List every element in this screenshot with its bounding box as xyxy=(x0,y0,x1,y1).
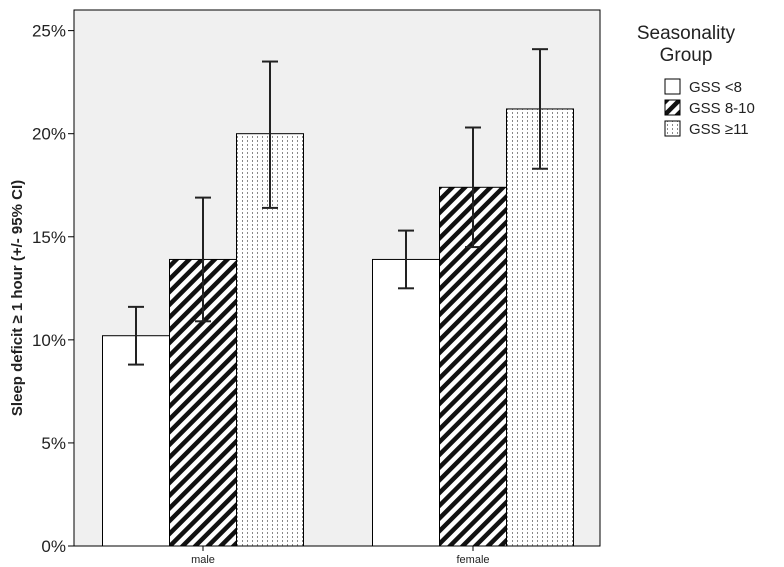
error-bar-female-series-3 xyxy=(532,48,548,170)
legend-swatch xyxy=(664,120,681,137)
x-category-label: female xyxy=(456,554,489,566)
error-bar-male-series-3 xyxy=(262,60,278,209)
y-tick-label: 15% xyxy=(32,228,66,247)
x-category-label: male xyxy=(191,554,215,566)
legend-label: GSS <8 xyxy=(689,79,742,96)
y-tick-label: 20% xyxy=(32,125,66,144)
error-bar-male-series-1 xyxy=(128,305,144,366)
error-bar-male-series-2 xyxy=(195,196,211,323)
y-tick-label: 5% xyxy=(41,434,66,453)
error-bar-female-series-1 xyxy=(398,229,414,290)
y-tick-label: 25% xyxy=(32,22,66,41)
legend: Seasonality Group GSS <8 GSS 8-10 GSS ≥11 xyxy=(637,23,755,138)
y-tick-label: 0% xyxy=(41,537,66,556)
legend-label: GSS ≥11 xyxy=(689,121,749,138)
legend-swatch xyxy=(664,78,681,95)
legend-label: GSS 8-10 xyxy=(689,100,755,117)
error-bar-female-series-2 xyxy=(465,126,481,249)
bar-female-series-1 xyxy=(372,258,440,547)
y-tick-label: 10% xyxy=(32,331,66,350)
y-axis-title: Sleep deficit ≥ 1 hour (+/- 95% CI) xyxy=(9,180,26,416)
bar-male-series-1 xyxy=(102,335,170,547)
legend-swatch xyxy=(664,99,681,116)
legend-title-line-1: Seasonality xyxy=(637,23,736,44)
legend-title-line-2: Group xyxy=(660,45,713,66)
bar-female-series-3 xyxy=(506,108,574,547)
